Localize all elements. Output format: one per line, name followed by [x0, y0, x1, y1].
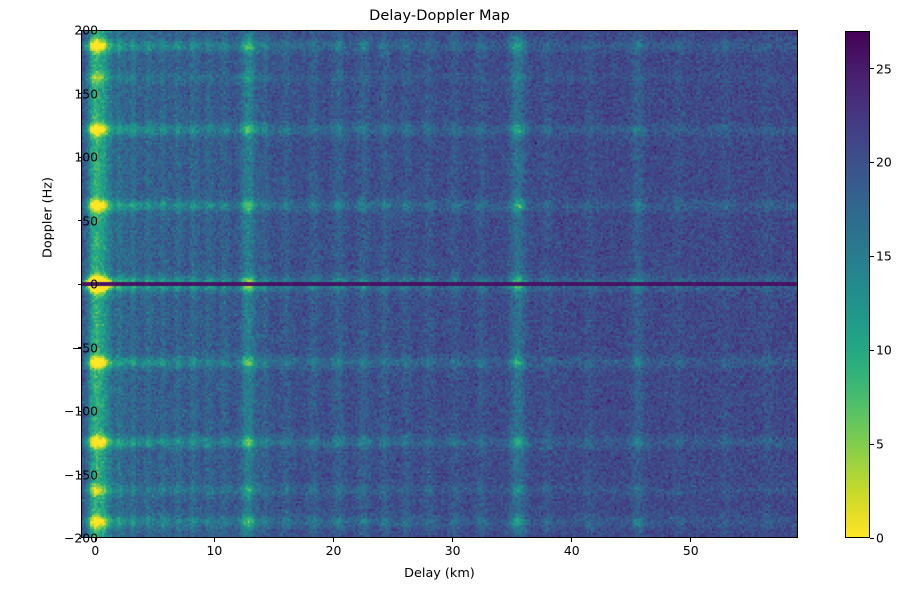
colorbar-tickmark [870, 68, 874, 70]
y-tickmark [77, 220, 81, 222]
colorbar-ticklabel: 20 [876, 154, 892, 170]
x-ticklabel: 0 [91, 543, 100, 558]
y-ticklabel: −100 [63, 403, 98, 419]
y-ticklabel: −150 [63, 467, 98, 482]
x-tickmark [332, 538, 335, 542]
y-tickmark [77, 156, 81, 158]
y-tickmark [77, 283, 81, 285]
colorbar-tickmark [870, 255, 874, 257]
x-ticklabel: 20 [325, 543, 342, 558]
y-ticklabel: 150 [74, 86, 98, 101]
x-tickmark [690, 538, 692, 542]
y-tickmark [77, 474, 81, 476]
y-tickmark [77, 29, 81, 31]
y-ticklabel: 100 [74, 149, 98, 165]
colorbar-ticklabel: 5 [876, 436, 884, 452]
y-axis-label: Doppler (Hz) [40, 177, 56, 259]
x-ticklabel: 40 [563, 543, 580, 558]
y-tickmark [77, 537, 81, 539]
y-ticklabel: 0 [90, 276, 98, 292]
chart-title: Delay-Doppler Map [369, 8, 510, 24]
x-ticklabel: 10 [206, 543, 223, 558]
colorbar [845, 31, 870, 538]
y-ticklabel: −200 [63, 530, 98, 546]
y-ticklabel: 50 [82, 213, 98, 228]
x-ticklabel: 50 [682, 543, 699, 558]
y-ticklabel: −50 [71, 340, 98, 355]
colorbar-ticklabel: 25 [876, 61, 892, 77]
x-tickmark [94, 538, 96, 542]
y-tickmark [77, 410, 81, 412]
x-axis-label: Delay (km) [404, 566, 475, 581]
delay-doppler-heatmap-canvas [82, 31, 797, 537]
colorbar-tickmark [870, 349, 874, 351]
heatmap-plot-area [81, 30, 798, 538]
colorbar-tickmark [870, 537, 874, 539]
colorbar-ticklabel: 10 [876, 342, 892, 358]
colorbar-ticklabel: 0 [876, 530, 884, 546]
colorbar-gradient [846, 32, 869, 537]
y-tickmark [77, 93, 81, 95]
y-tickmark [77, 347, 81, 349]
x-ticklabel: 30 [444, 543, 461, 558]
colorbar-tickmark [870, 161, 874, 164]
x-tickmark [213, 538, 215, 542]
y-ticklabel: 200 [74, 22, 98, 38]
x-tickmark [571, 538, 573, 542]
colorbar-ticklabel: 15 [876, 248, 892, 264]
x-tickmark [452, 538, 454, 542]
colorbar-tickmark [870, 443, 874, 445]
